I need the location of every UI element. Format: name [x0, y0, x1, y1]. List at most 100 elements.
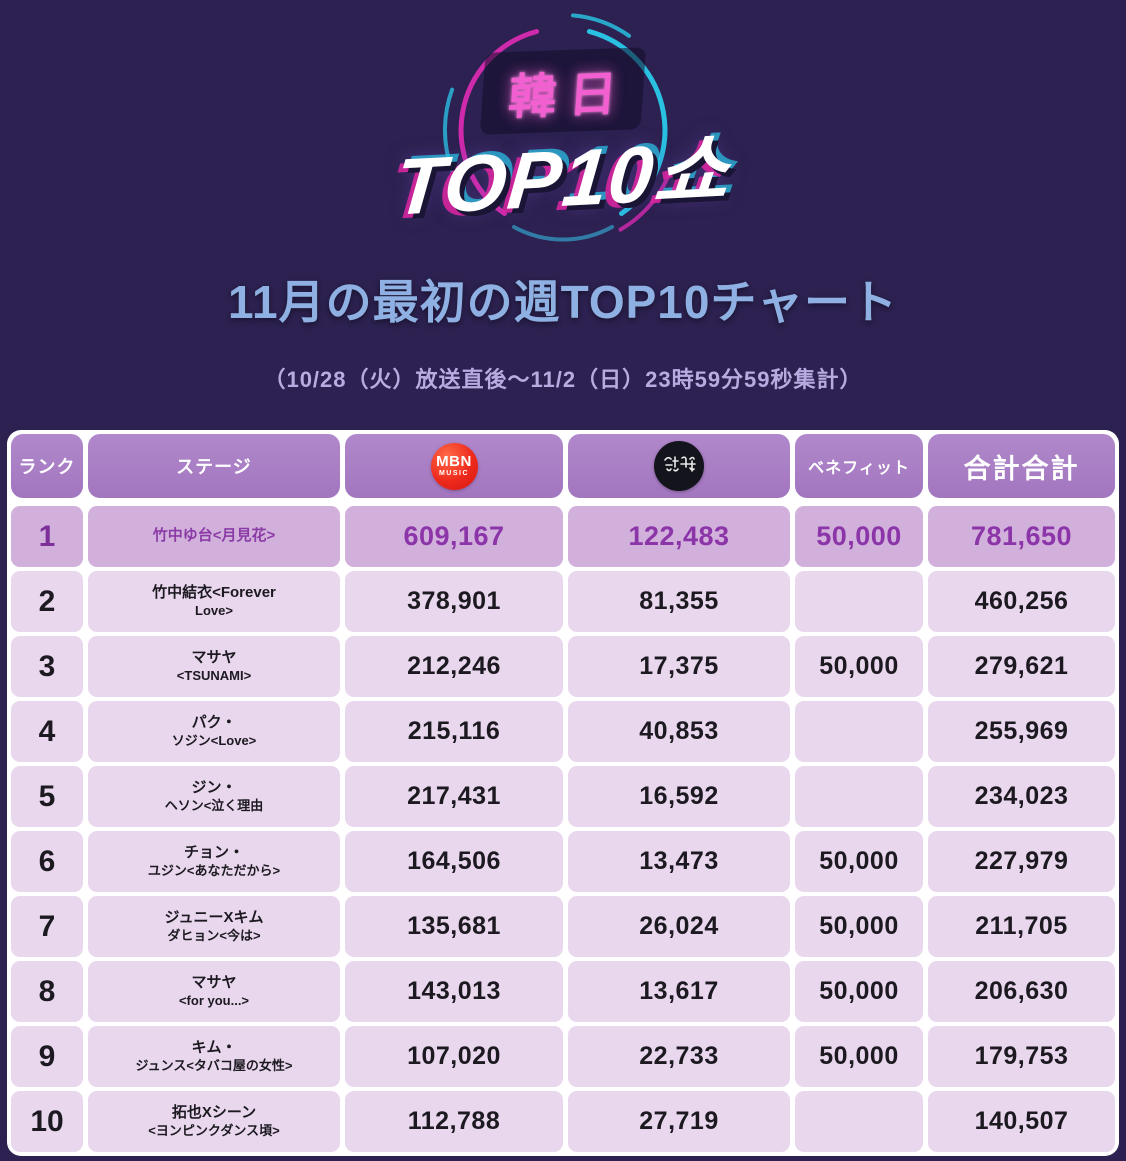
- table-row: 1 竹中ゆ台<月見花> 609,167 122,483 50,000 781,6…: [11, 506, 1115, 567]
- table-row: 9 キム・ ジュンス<タバコ屋の女性> 107,020 22,733 50,00…: [11, 1026, 1115, 1087]
- stage-line2: ジュンス<タバコ屋の女性>: [135, 1057, 293, 1073]
- table-body: 1 竹中ゆ台<月見花> 609,167 122,483 50,000 781,6…: [11, 502, 1115, 1152]
- header-stage: ステージ: [88, 434, 340, 498]
- black-calligraphy-logo-icon: [654, 441, 704, 491]
- total-cell: 279,621: [928, 636, 1115, 697]
- stage-line2: <TSUNAMI>: [176, 667, 252, 683]
- benefit-cell: 50,000: [795, 896, 923, 957]
- mbn-votes-cell: 378,901: [345, 571, 563, 632]
- table-row: 6 チョン・ ユジン<あなただから> 164,506 13,473 50,000…: [11, 831, 1115, 892]
- table-row: 5 ジン・ ヘソン<泣く理由 217,431 16,592 234,023: [11, 766, 1115, 827]
- stage-line2: ソジン<Love>: [171, 732, 257, 748]
- stage-line2: Love>: [195, 602, 233, 618]
- mbn-votes-cell: 164,506: [345, 831, 563, 892]
- rank-cell: 6: [11, 831, 83, 892]
- mbn-votes-cell: 609,167: [345, 506, 563, 567]
- stage-cell: マサヤ <for you...>: [88, 961, 340, 1022]
- total-cell: 234,023: [928, 766, 1115, 827]
- stage-cell: パク・ ソジン<Love>: [88, 701, 340, 762]
- stage-line1: 竹中結衣<Forever: [152, 584, 276, 601]
- stage-cell: マサヤ <TSUNAMI>: [88, 636, 340, 697]
- table-row: 4 パク・ ソジン<Love> 215,116 40,853 255,969: [11, 701, 1115, 762]
- mbn-votes-cell: 217,431: [345, 766, 563, 827]
- benefit-cell: 50,000: [795, 636, 923, 697]
- logo-votes-cell: 26,024: [568, 896, 790, 957]
- rank-cell: 10: [11, 1091, 83, 1152]
- stage-line1: 竹中ゆ台<月見花>: [152, 527, 276, 545]
- page-subtitle: （10/28（火）放送直後～11/2（日）23時59分59秒集計）: [263, 367, 863, 392]
- logo-votes-cell: 16,592: [568, 766, 790, 827]
- rank-cell: 4: [11, 701, 83, 762]
- total-cell: 211,705: [928, 896, 1115, 957]
- logo-votes-cell: 27,719: [568, 1091, 790, 1152]
- table-row: 7 ジュニーXキム ダヒョン<今は> 135,681 26,024 50,000…: [11, 896, 1115, 957]
- header-logo-votes: [568, 434, 790, 498]
- stage-line1: マサヤ: [191, 649, 237, 666]
- mbn-votes-cell: 143,013: [345, 961, 563, 1022]
- logo-votes-cell: 17,375: [568, 636, 790, 697]
- benefit-cell: [795, 571, 923, 632]
- header-rank: ランク: [11, 434, 83, 498]
- logo-votes-cell: 13,617: [568, 961, 790, 1022]
- total-cell: 255,969: [928, 701, 1115, 762]
- stage-line1: 拓也Xシーン: [171, 1104, 257, 1121]
- header-total: 合計合計: [928, 434, 1115, 498]
- mbn-music-logo-icon: MBN MUSIC: [430, 442, 478, 490]
- benefit-cell: 50,000: [795, 1026, 923, 1087]
- stage-line2: ヘソン<泣く理由: [164, 797, 264, 813]
- mbn-votes-cell: 112,788: [345, 1091, 563, 1152]
- stage-line1: チョン・: [183, 844, 244, 861]
- logo-votes-cell: 40,853: [568, 701, 790, 762]
- table-header-row: ランク ステージ MBN MUSIC: [11, 434, 1115, 498]
- benefit-cell: [795, 701, 923, 762]
- stage-line2: ユジン<あなただから>: [147, 862, 281, 878]
- stage-cell: 竹中ゆ台<月見花>: [88, 506, 340, 567]
- total-cell: 781,650: [928, 506, 1115, 567]
- rank-cell: 9: [11, 1026, 83, 1087]
- ranking-table: ランク ステージ MBN MUSIC: [7, 430, 1119, 1156]
- stage-cell: キム・ ジュンス<タバコ屋の女性>: [88, 1026, 340, 1087]
- stage-line1: マサヤ: [191, 974, 237, 991]
- rank-cell: 3: [11, 636, 83, 697]
- table-row: 3 マサヤ <TSUNAMI> 212,246 17,375 50,000 27…: [11, 636, 1115, 697]
- rank-cell: 5: [11, 766, 83, 827]
- rank-cell: 2: [11, 571, 83, 632]
- benefit-cell: 50,000: [795, 506, 923, 567]
- stage-cell: チョン・ ユジン<あなただから>: [88, 831, 340, 892]
- stage-line2: <for you...>: [178, 992, 250, 1008]
- table-row: 8 マサヤ <for you...> 143,013 13,617 50,000…: [11, 961, 1115, 1022]
- logo-votes-cell: 22,733: [568, 1026, 790, 1087]
- page-title: 11月の最初の週TOP10チャート: [227, 276, 899, 328]
- mbn-votes-cell: 215,116: [345, 701, 563, 762]
- table-row: 10 拓也Xシーン <ヨンピンクダンス頃> 112,788 27,719 140…: [11, 1091, 1115, 1152]
- stage-line2: <ヨンピンクダンス頃>: [148, 1122, 280, 1138]
- mbn-votes-cell: 107,020: [345, 1026, 563, 1087]
- total-cell: 227,979: [928, 831, 1115, 892]
- stage-cell: 拓也Xシーン <ヨンピンクダンス頃>: [88, 1091, 340, 1152]
- logo-votes-cell: 81,355: [568, 571, 790, 632]
- stage-line1: ジン・: [191, 779, 237, 796]
- stage-cell: 竹中結衣<Forever Love>: [88, 571, 340, 632]
- header-mbn-votes: MBN MUSIC: [345, 434, 563, 498]
- mbn-votes-cell: 135,681: [345, 896, 563, 957]
- stage-line1: ジュニーXキム: [164, 909, 264, 926]
- logo-votes-cell: 13,473: [568, 831, 790, 892]
- rank-cell: 8: [11, 961, 83, 1022]
- stage-line1: キム・: [191, 1039, 237, 1056]
- total-cell: 179,753: [928, 1026, 1115, 1087]
- neon-rings-icon: [442, 13, 673, 242]
- header-benefit: ベネフィット: [795, 434, 923, 498]
- benefit-cell: [795, 1091, 923, 1152]
- benefit-cell: [795, 766, 923, 827]
- stage-cell: ジン・ ヘソン<泣く理由: [88, 766, 340, 827]
- mbn-votes-cell: 212,246: [345, 636, 563, 697]
- stage-line1: パク・: [191, 714, 237, 731]
- total-cell: 206,630: [928, 961, 1115, 1022]
- rank-cell: 7: [11, 896, 83, 957]
- show-logo: 韓日 TOP10쇼: [328, 8, 798, 256]
- hero-section: 韓日 TOP10쇼: [0, 0, 1126, 252]
- stage-line2: ダヒョン<今は>: [167, 927, 261, 943]
- benefit-cell: 50,000: [795, 831, 923, 892]
- total-cell: 460,256: [928, 571, 1115, 632]
- rank-cell: 1: [11, 506, 83, 567]
